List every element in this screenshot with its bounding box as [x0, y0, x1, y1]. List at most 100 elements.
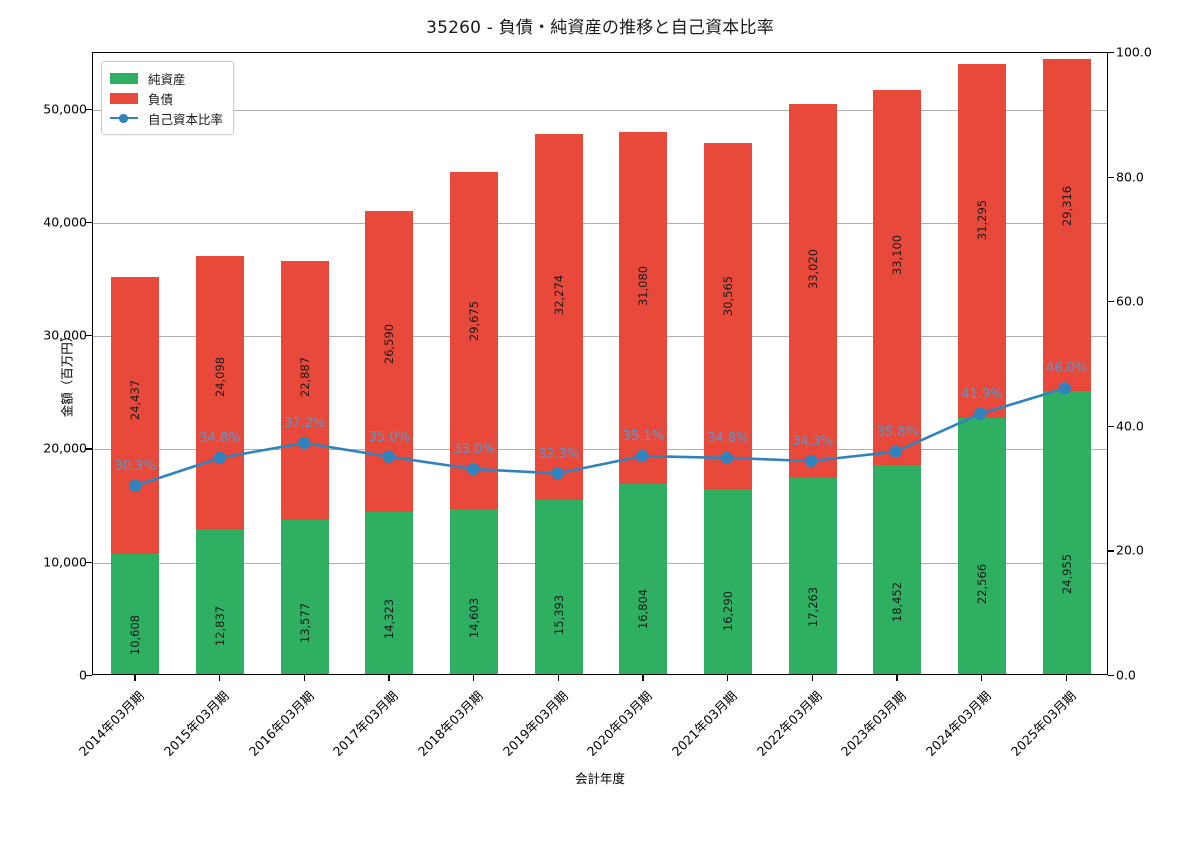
chart-figure: 35260 - 負債・純資産の推移と自己資本比率 金額（百万円） 自己資本比率（…	[43, 18, 1152, 786]
ratio-line-marker[interactable]	[382, 450, 395, 463]
ratio-line-marker[interactable]	[298, 436, 311, 450]
legend-item-net-assets[interactable]: 純資産	[110, 68, 223, 88]
y-tick-label-primary: 50,000	[43, 101, 87, 117]
gridline	[93, 336, 1107, 338]
y-tick-label-primary: 40,000	[43, 214, 87, 230]
legend-label-liabilities: 負債	[148, 91, 174, 107]
bar-segment-net-assets[interactable]: 24,955	[1042, 391, 1091, 674]
bar-column[interactable]: 24,955 29,316	[1042, 51, 1091, 674]
x-tick-mark	[896, 675, 898, 681]
bar-segment-liabilities[interactable]: 29,316	[1042, 59, 1091, 392]
bar-segment-net-assets[interactable]: 13,577	[280, 520, 329, 674]
bar-segment-liabilities[interactable]: 22,887	[280, 260, 329, 521]
bar-segment-net-assets[interactable]: 12,837	[196, 528, 244, 674]
bar-segment-liabilities[interactable]: 31,080	[619, 131, 668, 484]
y-tick-label-primary: 30,000	[43, 327, 87, 343]
y-tick-label-secondary: 80.0	[1116, 169, 1144, 185]
ratio-line-marker[interactable]	[1058, 382, 1071, 395]
green-swatch-icon	[110, 72, 138, 84]
x-tick-mark	[811, 675, 813, 681]
bar-column[interactable]: 15,393 32,274	[534, 51, 583, 674]
bar-segment-liabilities[interactable]: 24,437	[111, 277, 160, 554]
x-tick-label: 2016年03月期	[245, 688, 317, 759]
bar-segment-liabilities[interactable]: 30,565	[704, 143, 752, 490]
ratio-line-marker[interactable]	[636, 449, 649, 463]
x-tick-mark	[1065, 675, 1067, 681]
x-tick-label: 2019年03月期	[499, 688, 571, 759]
bar-column[interactable]: 18,452 33,100	[873, 51, 922, 674]
red-swatch-icon	[110, 92, 138, 104]
y-tick-label-secondary: 60.0	[1116, 293, 1144, 309]
x-tick-label: 2020年03月期	[584, 688, 656, 759]
bar-segment-liabilities[interactable]: 33,100	[873, 90, 922, 465]
ratio-line-marker[interactable]	[974, 407, 987, 420]
plot-area: 10,608 24,437 12,837 24,098 13,577 22,887 14,3…	[92, 52, 1108, 675]
x-tick-label: 2023年03月期	[838, 688, 910, 759]
x-tick-mark	[473, 675, 475, 681]
bar-segment-liabilities[interactable]: 32,274	[534, 134, 583, 500]
bar-segment-net-assets[interactable]: 16,804	[619, 483, 668, 674]
bar-column[interactable]: 10,608 24,437	[111, 51, 160, 674]
y-tick-mark-primary	[86, 675, 92, 677]
y-tick-mark-primary	[86, 335, 92, 337]
x-tick-label: 2015年03月期	[160, 688, 232, 759]
x-tick-mark	[219, 675, 221, 681]
bar-segment-liabilities[interactable]: 33,020	[788, 104, 837, 479]
bar-segment-net-assets[interactable]: 22,566	[958, 418, 1006, 674]
y-tick-mark-primary	[86, 108, 92, 110]
bar-segment-net-assets[interactable]: 14,603	[450, 508, 498, 674]
y-axis-label-primary: 金額（百万円）	[59, 329, 75, 418]
x-tick-label: 2025年03月期	[1007, 688, 1079, 759]
y-tick-label-primary: 20,000	[43, 440, 87, 456]
ratio-value-label: 35.8%	[876, 424, 918, 440]
x-tick-label: 2018年03月期	[414, 688, 486, 759]
y-tick-mark-primary	[86, 561, 92, 564]
bar-segment-liabilities[interactable]: 31,295	[958, 63, 1006, 419]
ratio-value-label: 37.2%	[284, 416, 326, 432]
bar-column[interactable]: 13,577 22,887	[280, 51, 329, 674]
x-tick-label: 2021年03月期	[668, 688, 740, 759]
ratio-value-label: 46.0%	[1046, 361, 1088, 377]
bar-segment-net-assets[interactable]: 17,263	[788, 478, 837, 674]
ratio-line-marker[interactable]	[213, 451, 226, 465]
y-tick-mark-secondary	[1108, 675, 1114, 677]
bar-segment-net-assets[interactable]: 15,393	[534, 499, 583, 674]
legend-label-net-assets: 純資産	[148, 71, 186, 87]
bar-segment-net-assets[interactable]: 14,323	[365, 511, 414, 674]
bar-segment-net-assets[interactable]: 16,290	[704, 489, 752, 674]
x-tick-mark	[981, 675, 983, 681]
y-tick-mark-secondary	[1108, 425, 1114, 428]
chart-legend[interactable]: 純資産 負債 自己資本比率	[101, 61, 235, 135]
ratio-line-marker[interactable]	[551, 467, 564, 480]
ratio-line-marker[interactable]	[467, 462, 480, 476]
bar-column[interactable]: 16,290 30,565	[704, 51, 752, 674]
legend-item-equity-ratio[interactable]: 自己資本比率	[110, 108, 223, 128]
y-tick-label-secondary: 40.0	[1116, 418, 1144, 434]
x-tick-mark	[134, 675, 136, 681]
bar-segment-liabilities[interactable]: 24,098	[196, 255, 244, 529]
ratio-line-marker[interactable]	[805, 454, 818, 468]
bar-column[interactable]: 17,263 33,020	[788, 51, 837, 674]
bar-column[interactable]: 16,804 31,080	[619, 51, 668, 674]
y-tick-label-secondary: 0.0	[1116, 667, 1136, 683]
bar-column[interactable]: 14,603 29,675	[450, 51, 498, 674]
ratio-line-marker[interactable]	[720, 451, 733, 465]
ratio-line-marker[interactable]	[129, 479, 142, 493]
bar-segment-net-assets[interactable]: 10,608	[111, 553, 160, 674]
ratio-value-label: 35.1%	[622, 429, 664, 445]
y-tick-label-secondary: 20.0	[1116, 542, 1144, 558]
bar-column[interactable]: 12,837 24,098	[196, 51, 244, 674]
x-tick-label: 2017年03月期	[330, 688, 402, 759]
ratio-line-series	[129, 382, 1071, 493]
ratio-value-label: 34.8%	[707, 431, 749, 447]
bar-column[interactable]: 22,566 31,295	[958, 51, 1006, 674]
bar-segment-liabilities[interactable]: 29,675	[450, 172, 498, 509]
ratio-value-label: 34.8%	[199, 431, 241, 447]
ratio-line-marker[interactable]	[889, 445, 902, 458]
y-tick-mark-primary	[86, 448, 92, 450]
ratio-value-label: 41.9%	[961, 386, 1003, 402]
bar-segment-net-assets[interactable]: 18,452	[873, 465, 922, 674]
gridline	[93, 562, 1107, 564]
blue-line-marker-icon	[110, 113, 138, 124]
legend-item-liabilities[interactable]: 負債	[110, 88, 223, 108]
